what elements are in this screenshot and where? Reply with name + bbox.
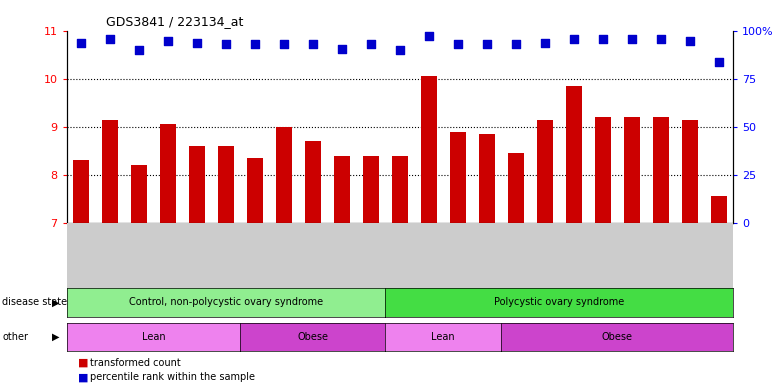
Text: transformed count: transformed count <box>90 358 181 368</box>
Point <box>191 40 203 46</box>
Bar <box>392 156 408 223</box>
Bar <box>218 146 234 223</box>
Point <box>597 36 609 43</box>
Bar <box>450 131 466 223</box>
Point <box>103 36 116 43</box>
Bar <box>537 119 553 223</box>
Bar <box>131 165 147 223</box>
Point <box>336 46 348 52</box>
Text: Lean: Lean <box>431 332 456 342</box>
Bar <box>247 158 263 223</box>
Point <box>568 36 580 43</box>
Point <box>423 33 435 40</box>
Point <box>655 36 667 43</box>
Text: Lean: Lean <box>142 332 165 342</box>
Text: other: other <box>2 332 28 342</box>
Text: ▶: ▶ <box>52 297 60 308</box>
Point <box>626 36 638 43</box>
Point <box>220 41 232 47</box>
Text: Polycystic ovary syndrome: Polycystic ovary syndrome <box>494 297 624 308</box>
Point <box>481 41 493 47</box>
Point <box>249 41 261 47</box>
Bar <box>421 76 437 223</box>
Bar <box>479 134 495 223</box>
Bar <box>508 153 524 223</box>
Point <box>684 38 696 44</box>
Bar <box>305 141 321 223</box>
Text: ■: ■ <box>78 372 89 382</box>
Bar <box>276 127 292 223</box>
Bar <box>102 119 118 223</box>
Point <box>510 41 522 47</box>
Point <box>132 47 145 53</box>
Point <box>539 40 551 46</box>
Bar <box>652 117 669 223</box>
Point <box>74 40 87 46</box>
Text: Obese: Obese <box>601 332 633 342</box>
Bar <box>334 156 350 223</box>
Point <box>162 38 174 44</box>
Bar <box>623 117 640 223</box>
Text: percentile rank within the sample: percentile rank within the sample <box>90 372 255 382</box>
Bar <box>189 146 205 223</box>
Point <box>278 41 290 47</box>
Point <box>365 41 377 47</box>
Bar <box>710 196 727 223</box>
Point <box>307 41 319 47</box>
Text: ▶: ▶ <box>52 332 60 342</box>
Point <box>394 47 406 53</box>
Bar <box>160 124 176 223</box>
Bar <box>73 161 89 223</box>
Bar <box>363 156 379 223</box>
Bar <box>595 117 611 223</box>
Text: ■: ■ <box>78 358 89 368</box>
Bar <box>566 86 582 223</box>
Bar <box>681 119 698 223</box>
Text: Obese: Obese <box>297 332 328 342</box>
Text: disease state: disease state <box>2 297 67 308</box>
Point <box>713 59 725 65</box>
Text: Control, non-polycystic ovary syndrome: Control, non-polycystic ovary syndrome <box>129 297 323 308</box>
Text: GDS3841 / 223134_at: GDS3841 / 223134_at <box>106 15 243 28</box>
Point <box>452 41 464 47</box>
